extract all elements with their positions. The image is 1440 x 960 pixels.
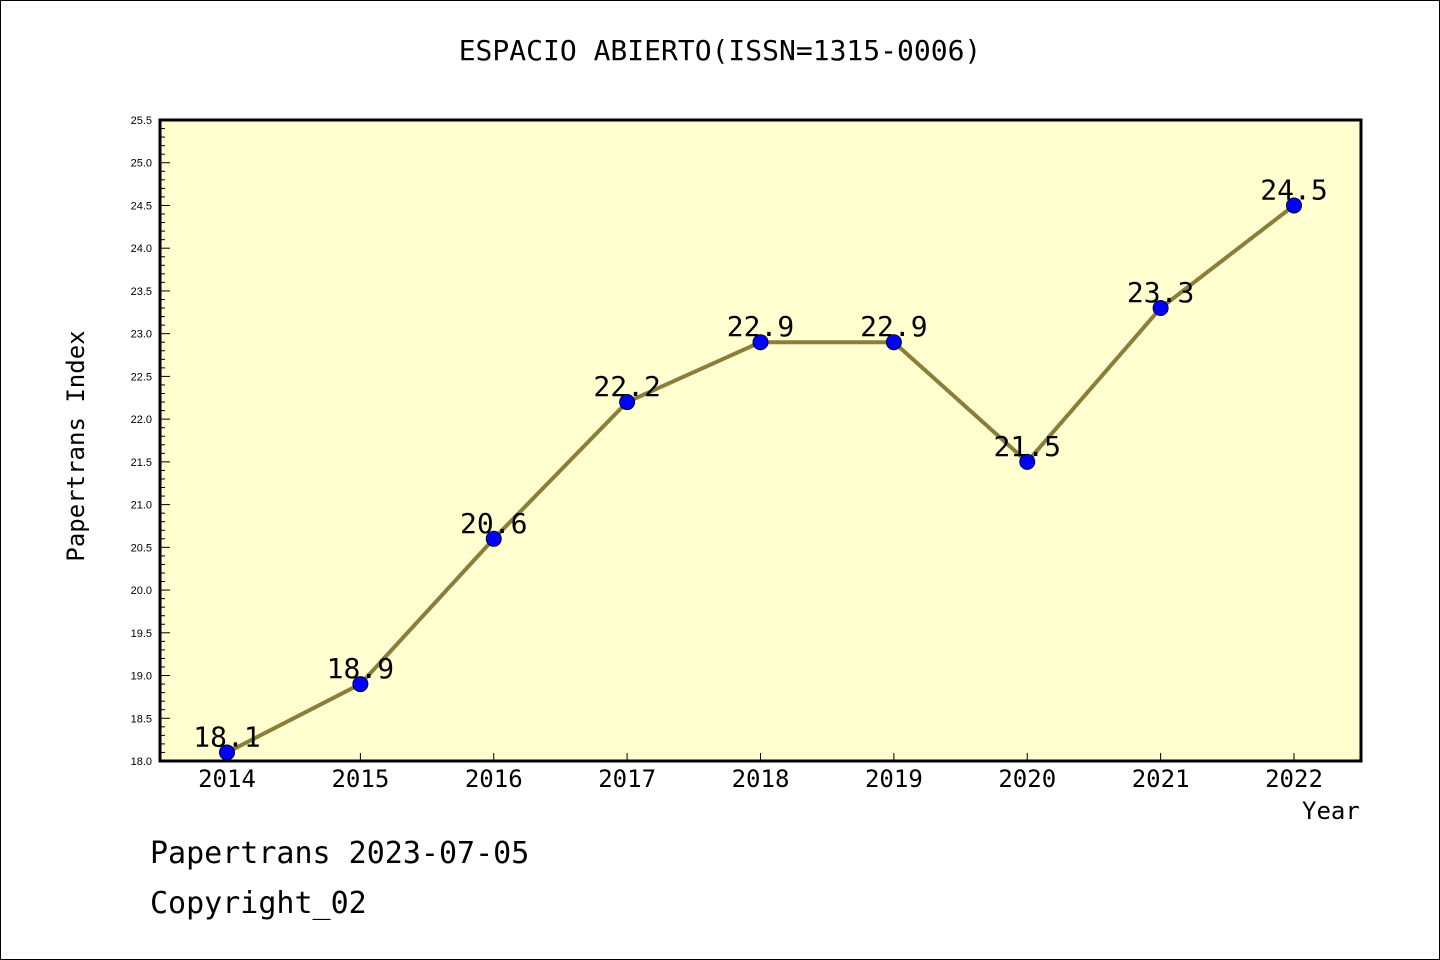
y-tick-label: 18.0 [131,756,152,768]
y-tick-label: 19.5 [131,628,152,640]
x-tick-label: 2017 [598,765,656,793]
chart-title: ESPACIO ABIERTO(ISSN=1315-0006) [458,34,982,67]
x-tick-label: 2014 [198,765,256,793]
data-point [1019,453,1036,470]
y-tick-label: 25.0 [131,158,152,170]
data-label: 20.6 [460,507,527,540]
y-axis-label: Papertrans Index [62,330,90,562]
y-tick-label: 23.5 [131,286,152,298]
data-label: 22.9 [860,310,927,343]
data-point [352,676,369,693]
footer-date: Papertrans 2023-07-05 [150,836,530,871]
x-tick-label: 2022 [1265,765,1323,793]
data-label: 21.5 [994,430,1061,463]
x-tick-label: 2015 [331,765,389,793]
data-label: 22.9 [727,310,794,343]
data-point [885,334,902,351]
data-point [619,394,636,411]
plot-background [160,120,1361,761]
x-tick-label: 2018 [732,765,790,793]
x-tick-label: 2016 [465,765,523,793]
y-tick-label: 22.0 [131,414,152,426]
y-tick-label: 24.5 [131,200,152,212]
data-point [485,530,502,547]
footer-copyright: Copyright_02 [150,886,367,921]
y-tick-label: 18.5 [131,713,152,725]
y-tick-label: 20.0 [131,585,152,597]
y-tick-label: 22.5 [131,371,152,383]
data-label: 22.2 [593,370,660,403]
plot-frame [158,118,1363,763]
y-tick-label: 21.0 [131,500,152,512]
x-axis-label: Year [1302,797,1360,825]
y-tick-label: 21.5 [131,457,152,469]
y-tick-label: 23.0 [131,329,152,341]
data-label: 18.1 [193,720,260,753]
data-point [752,334,769,351]
y-tick-label: 20.5 [131,542,152,554]
x-tick-label: 2020 [998,765,1056,793]
data-label: 18.9 [327,652,394,685]
x-tick-label: 2019 [865,765,923,793]
data-label: 24.5 [1260,173,1327,206]
data-point [1286,197,1302,214]
x-tick-label: 2021 [1132,765,1190,793]
y-tick-label: 25.5 [131,115,152,127]
y-tick-label: 24.0 [131,243,152,255]
y-tick-label: 19.0 [131,671,152,683]
data-label: 23.3 [1127,276,1194,309]
data-point [1152,300,1169,317]
